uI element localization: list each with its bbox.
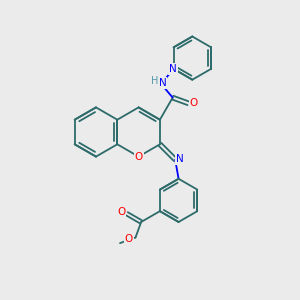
Text: N: N — [176, 154, 184, 164]
Text: N: N — [159, 78, 167, 88]
Text: O: O — [134, 152, 143, 162]
Text: N: N — [169, 64, 177, 74]
Text: O: O — [117, 207, 126, 217]
Text: O: O — [125, 234, 133, 244]
Text: O: O — [189, 98, 198, 108]
Text: H: H — [151, 76, 158, 86]
